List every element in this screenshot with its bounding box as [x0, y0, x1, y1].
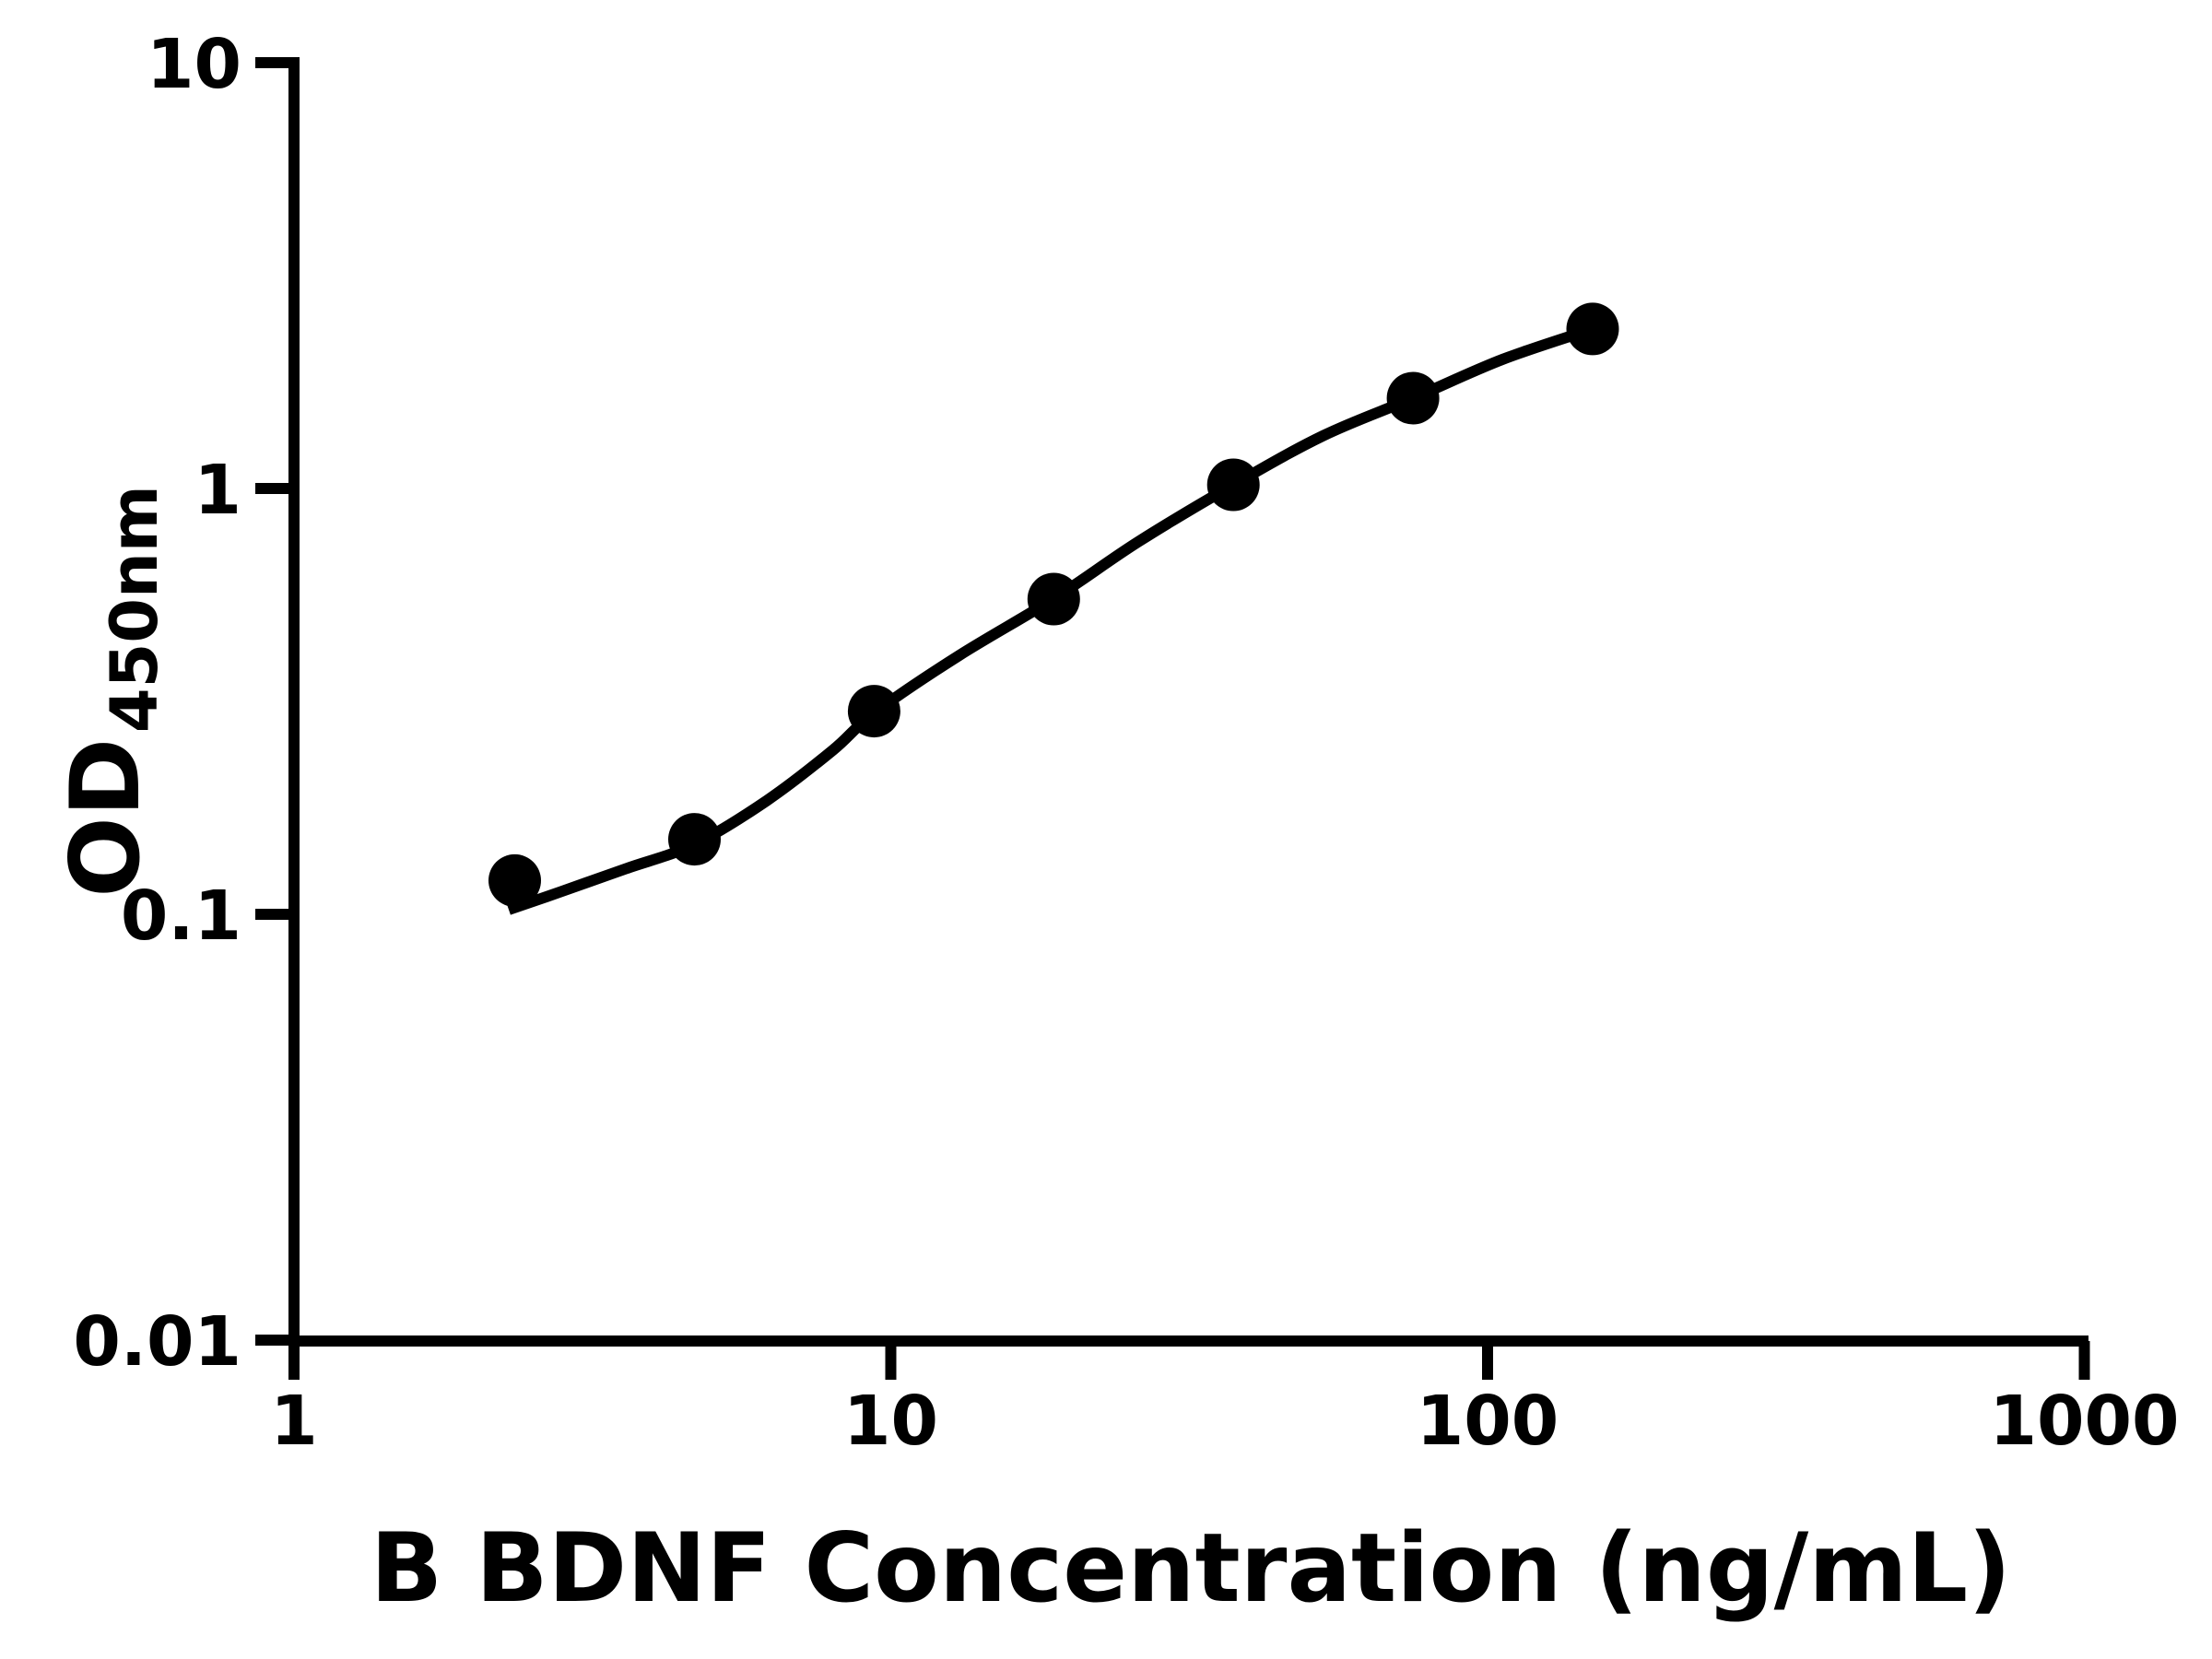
y-tick-label: 1	[194, 451, 242, 530]
tick-labels: 10 1 0.1 0.01 1 10 100 1000	[73, 25, 2179, 1461]
data-point	[1206, 458, 1260, 512]
y-axis-title-main: OD	[51, 738, 161, 898]
x-axis-title: B BDNF Concentration (ng/mL)	[371, 1513, 2012, 1624]
data-point	[488, 853, 541, 907]
x-tick-label: 100	[1417, 1382, 1559, 1461]
axes	[288, 57, 2088, 1347]
x-tick-label: 1	[270, 1382, 318, 1461]
y-tick-label: 10	[147, 25, 241, 104]
axes-path	[288, 57, 2088, 1347]
data-point	[668, 813, 721, 866]
y-tick-label: 0.1	[121, 877, 241, 956]
x-tick-label: 10	[843, 1382, 938, 1461]
data-point	[1386, 371, 1440, 425]
y-axis-title-sub: 450nm	[97, 485, 172, 733]
data-point	[847, 685, 900, 738]
y-axis-title: OD 450nm	[51, 485, 172, 898]
data-points	[488, 302, 1619, 907]
data-point	[1566, 302, 1619, 356]
data-point	[1027, 572, 1080, 626]
x-tick-label: 1000	[1990, 1382, 2180, 1461]
y-tick-label: 0.01	[73, 1302, 241, 1382]
ticks	[255, 57, 2090, 1380]
